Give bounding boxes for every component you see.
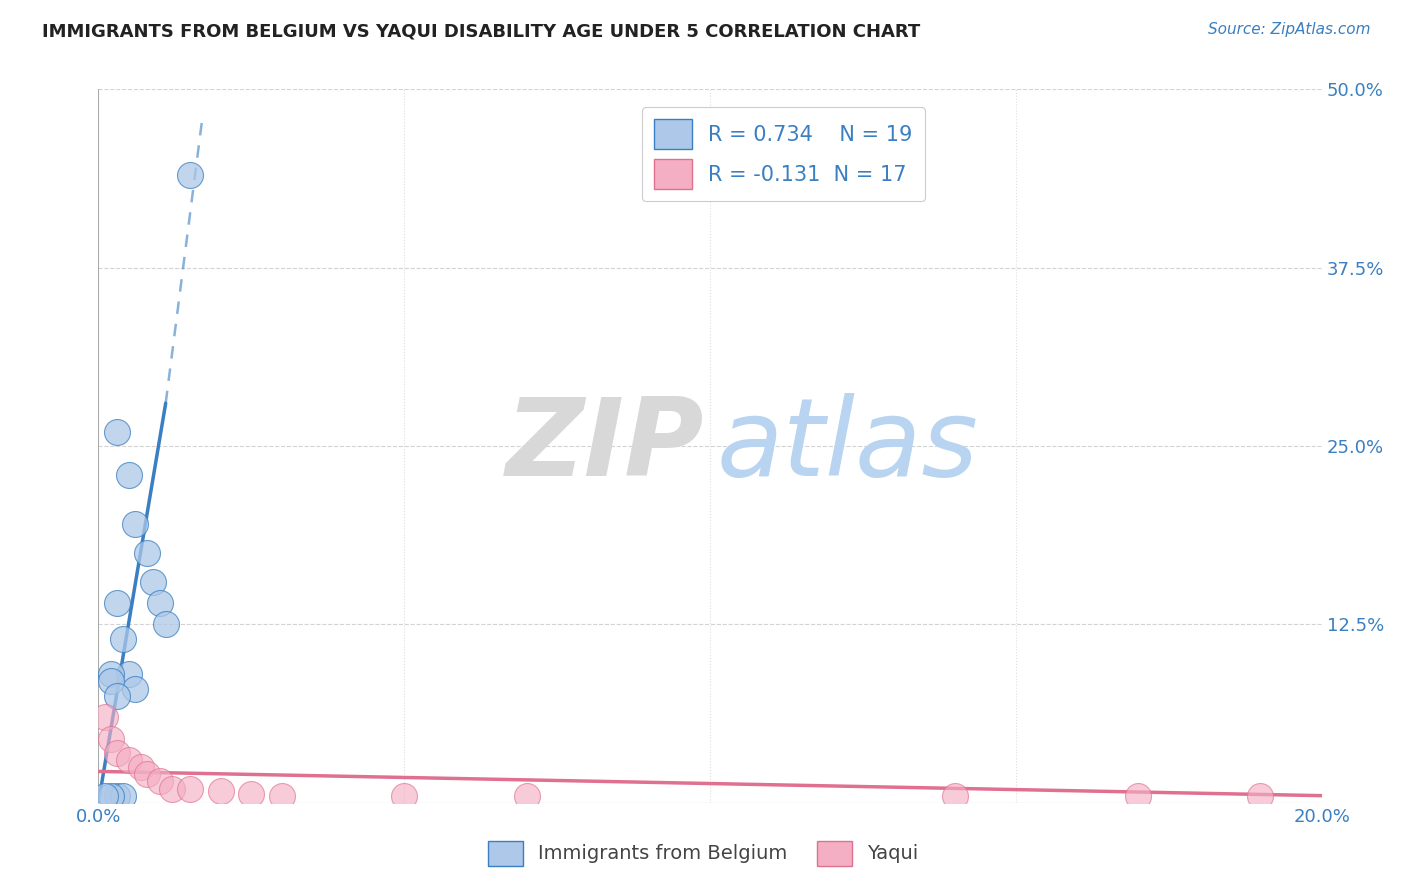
Point: [155, 617, 177, 632]
Point: [516, 789, 538, 803]
Point: [270, 789, 292, 803]
Point: [149, 596, 172, 610]
Point: [149, 774, 172, 789]
Point: [124, 681, 146, 696]
Point: [118, 753, 141, 767]
Point: [179, 168, 201, 182]
Text: Source: ZipAtlas.com: Source: ZipAtlas.com: [1208, 22, 1371, 37]
Point: [100, 674, 122, 689]
Point: [111, 789, 134, 803]
Point: [105, 689, 128, 703]
Point: [111, 632, 134, 646]
Point: [136, 767, 159, 781]
Point: [105, 746, 128, 760]
Point: [136, 546, 159, 560]
Point: [93, 789, 115, 803]
Text: IMMIGRANTS FROM BELGIUM VS YAQUI DISABILITY AGE UNDER 5 CORRELATION CHART: IMMIGRANTS FROM BELGIUM VS YAQUI DISABIL…: [42, 22, 921, 40]
Point: [240, 787, 263, 801]
Point: [93, 710, 115, 724]
Point: [160, 781, 183, 796]
Point: [179, 781, 201, 796]
Point: [943, 789, 966, 803]
Point: [118, 667, 141, 681]
Legend: Immigrants from Belgium, Yaqui: Immigrants from Belgium, Yaqui: [479, 833, 927, 873]
Text: atlas: atlas: [716, 393, 979, 499]
Point: [1249, 789, 1271, 803]
Point: [105, 596, 128, 610]
Point: [209, 784, 232, 798]
Point: [100, 731, 122, 746]
Point: [1128, 789, 1150, 803]
Text: ZIP: ZIP: [506, 393, 704, 499]
Point: [100, 789, 122, 803]
Point: [142, 574, 165, 589]
Point: [118, 467, 141, 482]
Point: [392, 789, 416, 803]
Point: [124, 517, 146, 532]
Point: [105, 789, 128, 803]
Point: [100, 667, 122, 681]
Legend: R = 0.734    N = 19, R = -0.131  N = 17: R = 0.734 N = 19, R = -0.131 N = 17: [641, 107, 925, 201]
Point: [105, 425, 128, 439]
Point: [129, 760, 152, 774]
